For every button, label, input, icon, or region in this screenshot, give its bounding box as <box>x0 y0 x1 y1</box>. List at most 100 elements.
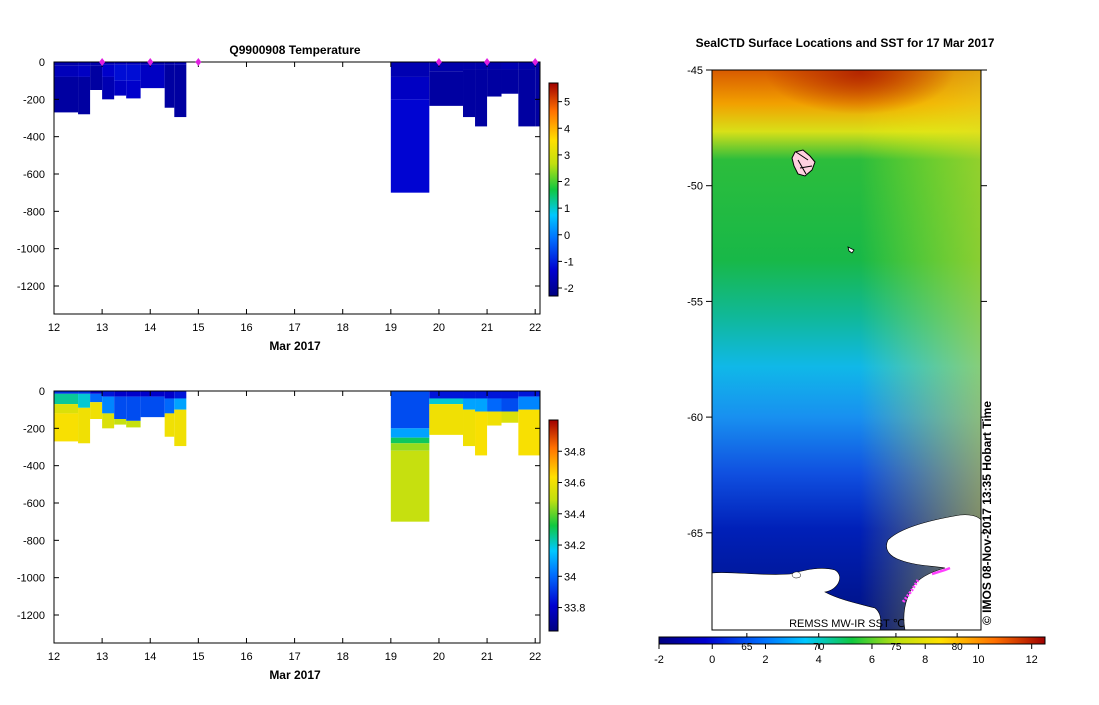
profile-cell <box>429 391 464 399</box>
profile-cell <box>463 391 476 399</box>
fahrenheit-tick-label: 65 <box>741 642 753 653</box>
profile-cell <box>390 450 430 522</box>
x-tick-label: 17 <box>288 322 300 334</box>
temperature-colorbar-ticks: 5 4 3 2 1 0 -1 -2 <box>558 97 574 295</box>
sst-colorbar-tick-label: 10 <box>972 654 984 666</box>
sst-colorbar-tick-label: 8 <box>922 654 928 666</box>
profile-marker <box>99 58 106 66</box>
x-tick-label: 13 <box>96 322 108 334</box>
profile-cell <box>90 393 103 403</box>
sst-colorbar-tick-label: -2 <box>654 654 664 666</box>
map-title: SealCTD Surface Locations and SST for 17… <box>696 36 995 50</box>
profile-cell <box>487 62 502 70</box>
profile-cell <box>174 409 187 447</box>
y-tick-label: 0 <box>39 57 45 69</box>
sst-colorbar-tick-label: 2 <box>762 654 768 666</box>
colorbar-tick-label: 34.4 <box>564 509 585 521</box>
x-tick-label: 18 <box>337 322 349 334</box>
profile-cell <box>114 396 127 419</box>
profile-cell <box>390 443 430 451</box>
profile-cell <box>518 69 536 127</box>
sst-source-label: REMSS MW-IR SST ℃ <box>789 618 905 630</box>
profile-cell <box>90 65 103 90</box>
lat-tick-label: -50 <box>687 181 703 193</box>
colorbar-tick-label: 3 <box>564 150 570 162</box>
profile-cell <box>463 69 476 118</box>
profile-cell <box>429 398 464 405</box>
sst-colorbar-tick-label: 12 <box>1026 654 1038 666</box>
profile-cell <box>463 62 476 70</box>
profile-cell <box>114 80 127 96</box>
map-frame <box>711 69 982 631</box>
colorbar-tick-label: 0 <box>564 230 570 242</box>
profile-cell <box>475 398 488 412</box>
profile-cell <box>140 62 165 65</box>
y-tick-label: -1000 <box>17 573 45 585</box>
temperature-frame <box>53 61 541 315</box>
x-tick-label: 19 <box>385 322 397 334</box>
profile-cell <box>102 76 115 100</box>
temperature-axes: 12 13 14 15 16 17 18 19 20 21 22 0 -200 -400 -600 -800 -… <box>17 57 541 334</box>
profile-cell <box>475 391 488 399</box>
profile-cell <box>518 62 536 70</box>
x-tick-label: 14 <box>144 322 156 334</box>
fahrenheit-tick-label: 75 <box>890 642 902 653</box>
colorbar-tick-label: 2 <box>564 177 570 189</box>
profile-cell <box>164 62 175 65</box>
profile-cell <box>535 62 540 127</box>
profile-cell <box>429 71 464 106</box>
seal-location-central <box>847 246 855 254</box>
fahrenheit-tick-label: 80 <box>952 642 964 653</box>
colorbar-tick-label: 5 <box>564 97 570 109</box>
sst-map-panel: SealCTD Surface Locations and SST for 17… <box>654 36 1046 666</box>
map-latitude-axis: -45 -50 -55 -60 -65 <box>687 65 987 540</box>
temperature-cells <box>54 62 540 193</box>
profile-cell <box>114 391 127 397</box>
sst-colorbar-tick-label: 6 <box>869 654 875 666</box>
profile-cell <box>487 391 502 399</box>
temperature-panel: Q9900908 Temperature 12 13 14 15 16 17 18 19 20 2… <box>17 43 574 353</box>
y-tick-label: -400 <box>23 132 45 144</box>
colorbar-tick-label: -2 <box>564 283 574 295</box>
lat-tick-label: -60 <box>687 412 703 424</box>
profile-marker <box>484 58 491 66</box>
profile-cell <box>174 391 187 399</box>
profile-cell <box>475 62 488 70</box>
profile-cell <box>114 419 127 425</box>
profile-cell <box>518 396 540 410</box>
sst-colorbar-tick-label: 0 <box>709 654 715 666</box>
profile-cell <box>102 391 115 397</box>
x-tick-label: 20 <box>433 651 445 663</box>
profile-cell <box>126 80 141 99</box>
profile-cell <box>126 420 141 428</box>
profile-cell <box>518 409 540 456</box>
profile-cell <box>54 413 79 442</box>
x-tick-label: 14 <box>144 651 156 663</box>
x-tick-label: 22 <box>529 651 541 663</box>
profile-cell <box>487 69 502 97</box>
temperature-xlabel: Mar 2017 <box>269 339 321 353</box>
profile-cell <box>463 398 476 410</box>
lat-tick-label: -55 <box>687 296 703 308</box>
fahrenheit-tick-label: 70 <box>813 642 825 653</box>
x-tick-label: 17 <box>288 651 300 663</box>
x-tick-label: 22 <box>529 322 541 334</box>
profile-cell <box>78 407 91 444</box>
profile-cell <box>501 411 519 423</box>
profile-cell <box>114 62 127 65</box>
profile-cell <box>102 62 115 65</box>
colorbar-tick-label: 34.2 <box>564 540 585 552</box>
profile-cell <box>518 391 540 397</box>
profile-marker <box>195 58 202 66</box>
x-tick-label: 21 <box>481 651 493 663</box>
sst-warm-core <box>712 70 981 190</box>
profile-cell <box>390 437 430 444</box>
profile-markers <box>99 58 539 66</box>
profile-marker <box>532 58 539 66</box>
profile-cell <box>54 62 79 66</box>
profile-cell <box>390 99 430 193</box>
profile-cell <box>78 393 91 408</box>
coast-islet <box>791 571 801 579</box>
salinity-xlabel: Mar 2017 <box>269 668 321 682</box>
